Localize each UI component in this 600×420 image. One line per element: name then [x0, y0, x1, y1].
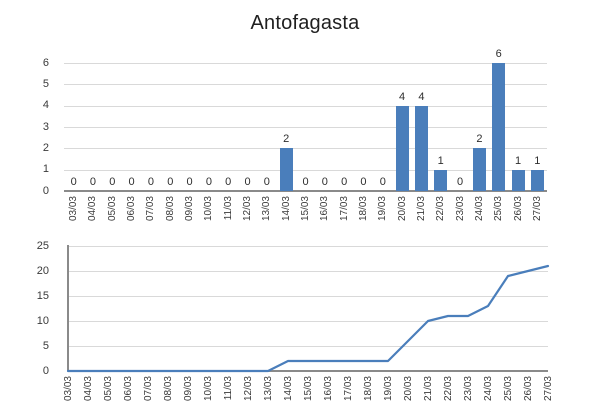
x-tick-label: 10/03: [202, 376, 214, 402]
bar-value-label: 0: [109, 176, 116, 188]
x-tick-label: 19/03: [382, 376, 394, 402]
x-tick-label: 26/03: [522, 376, 534, 402]
y-tick-label: 5: [42, 77, 49, 90]
gridline: [64, 63, 547, 64]
bar: [279, 148, 293, 191]
y-tick-label: 1: [42, 163, 49, 176]
gridline: [64, 105, 547, 107]
gridline: [68, 346, 548, 347]
y-tick-label: 3: [42, 120, 49, 133]
bar-value-label: 0: [89, 176, 97, 188]
bar: [434, 169, 448, 191]
bar-value-label: 0: [128, 176, 135, 188]
x-tick-label: 25/03: [502, 376, 514, 402]
x-tick-label: 15/03: [302, 376, 314, 402]
gridline: [64, 84, 547, 86]
bar-value-label: 1: [534, 154, 541, 167]
cumulative-line-path: [66, 264, 550, 373]
bar-value-label: 0: [244, 176, 251, 188]
y-axis-line: [67, 245, 69, 371]
bar: [511, 169, 525, 191]
bar: [395, 105, 409, 191]
bar-value-label: 0: [263, 176, 270, 188]
y-tick-label: 6: [42, 56, 49, 69]
x-tick-label: 05/03: [102, 376, 114, 402]
x-tick-label: 22/03: [442, 376, 454, 402]
bar-value-label: 0: [321, 176, 328, 188]
x-tick-label: 07/03: [142, 376, 154, 402]
bar-value-label: 2: [283, 133, 290, 146]
x-tick-label: 16/03: [322, 376, 334, 402]
x-tick-label: 04/03: [82, 376, 94, 402]
y-tick-label: 5: [42, 339, 49, 352]
bar-value-label: 0: [341, 176, 348, 188]
bar: [472, 148, 486, 191]
bar-value-label: 0: [379, 176, 386, 188]
x-tick-label: 06/03: [122, 376, 134, 402]
bar-value-label: 0: [360, 176, 367, 188]
x-axis-line: [64, 190, 547, 192]
bar-value-label: 4: [399, 90, 406, 103]
gridline: [68, 321, 548, 322]
bar-value-label: 0: [147, 176, 154, 188]
y-tick-label: 20: [36, 264, 49, 277]
gridline: [64, 127, 547, 128]
x-tick-label: 23/03: [462, 376, 474, 402]
gridline: [68, 271, 548, 272]
y-tick-label: 4: [42, 99, 49, 112]
gridline: [64, 148, 547, 150]
bar-value-label: 0: [456, 176, 464, 188]
x-tick-label: 24/03: [482, 376, 494, 402]
x-tick-label: 13/03: [262, 376, 274, 402]
x-tick-label: 08/03: [162, 376, 174, 402]
bar-value-label: 0: [205, 176, 212, 188]
x-tick-label: 17/03: [342, 376, 354, 402]
x-tick-label: 03/03: [62, 376, 74, 402]
chart-title: Antofagasta: [250, 12, 360, 34]
x-tick-label: 11/03: [222, 376, 234, 401]
x-axis-line: [68, 370, 548, 372]
y-tick-label: 10: [36, 314, 49, 327]
x-tick-label: 18/03: [362, 376, 374, 402]
bar: [414, 105, 428, 191]
bar-value-label: 0: [186, 176, 193, 188]
y-tick-label: 25: [36, 239, 49, 252]
bar-value-label: 1: [514, 154, 522, 167]
y-tick-label: 15: [36, 289, 49, 302]
gridline: [68, 246, 548, 247]
x-tick-label: 14/03: [282, 376, 294, 402]
bar-value-label: 4: [418, 90, 425, 103]
bar: [492, 63, 506, 191]
x-tick-label: 21/03: [422, 376, 434, 402]
bar-value-label: 0: [225, 176, 232, 188]
gridline: [68, 296, 548, 297]
gridline: [64, 169, 547, 171]
y-tick-label: 0: [42, 184, 49, 197]
bar: [530, 169, 544, 191]
x-tick-label: 09/03: [182, 376, 194, 402]
bar-value-label: 0: [167, 176, 174, 188]
x-tick-label: 20/03: [402, 376, 414, 402]
bar-value-label: 0: [70, 176, 77, 188]
bar-value-label: 6: [495, 48, 502, 60]
bar-value-label: 1: [437, 154, 444, 167]
bar-value-label: 2: [476, 133, 483, 146]
x-tick-label: 27/03: [542, 376, 554, 402]
y-tick-label: 0: [42, 364, 49, 377]
y-tick-label: 2: [42, 141, 49, 154]
bar-value-label: 0: [302, 176, 309, 188]
x-tick-label: 12/03: [242, 376, 254, 402]
